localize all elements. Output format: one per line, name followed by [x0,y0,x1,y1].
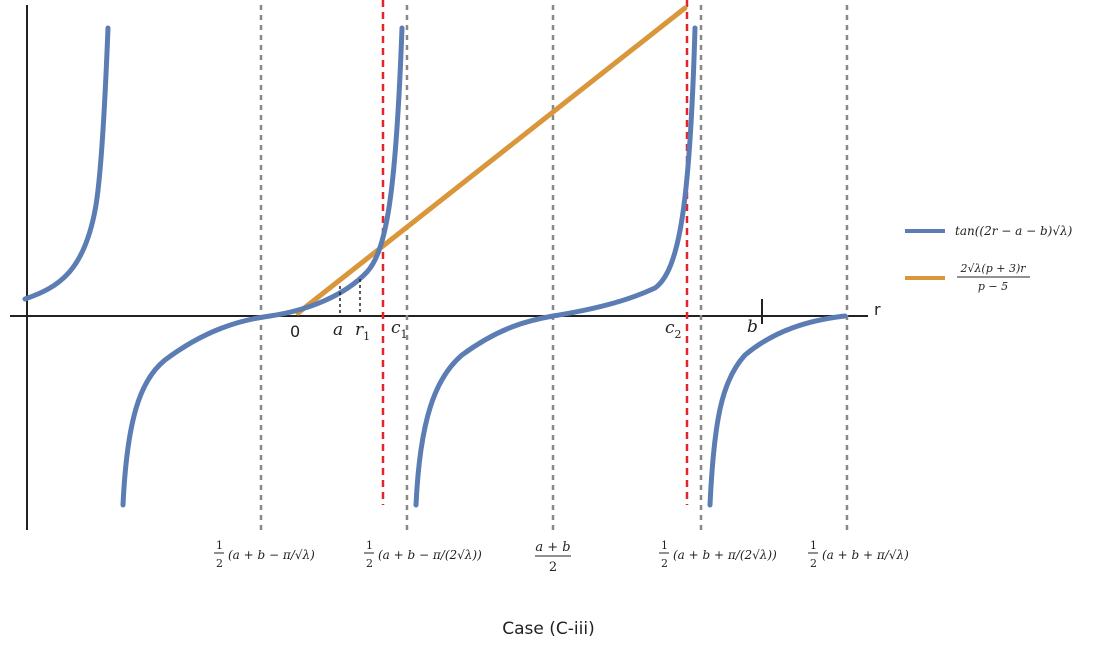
svg-text:2: 2 [366,557,373,570]
tick-label-minus-half-pi: 1 2 (a + b − π/(2√λ)) [364,539,482,570]
legend-label-blue: tan((2r − a − b)√λ) [955,224,1073,238]
label-zero: 0 [290,322,300,341]
figure-caption: Case (C-iii) [502,619,595,639]
svg-text:(a + b + π/(2√λ)): (a + b + π/(2√λ)) [673,548,777,562]
legend-label-orange-den: p − 5 [978,280,1008,293]
tan-branch-3 [413,25,698,508]
svg-text:1: 1 [661,539,668,552]
tick-label-plus-half-pi: 1 2 (a + b + π/(2√λ)) [659,539,777,570]
tan-branch-4 [707,313,848,508]
label-c1-sub: 1 [401,328,408,341]
svg-text:2: 2 [216,557,223,570]
tick-label-center: a + b 2 [535,540,571,575]
svg-text:1: 1 [216,539,223,552]
svg-text:2: 2 [661,557,668,570]
svg-text:2: 2 [549,560,557,575]
tick-label-minus-pi: 1 2 (a + b − π/√λ) [214,539,315,570]
tick-label-plus-pi: 1 2 (a + b + π/√λ) [808,539,909,570]
label-c1: c1 [391,318,408,341]
svg-text:(a + b − π/(2√λ)): (a + b − π/(2√λ)) [378,548,482,562]
x-axis-label: r [874,300,881,319]
svg-text:a + b: a + b [535,540,570,555]
label-b: b [747,317,758,337]
label-c2: c2 [665,318,682,341]
svg-text:(a + b − π/√λ): (a + b − π/√λ) [228,548,315,562]
label-r1: r1 [355,320,370,343]
tan-branch-1 [22,25,111,302]
label-c2-sub: 2 [675,328,682,341]
label-r1-sub: 1 [363,330,370,343]
legend-label-orange-num: 2√λ(p + 3)r [959,262,1026,275]
tan-branch-2 [120,25,405,508]
svg-text:1: 1 [810,539,817,552]
legend: tan((2r − a − b)√λ) 2√λ(p + 3)r p − 5 [905,224,1073,293]
svg-text:2: 2 [810,557,817,570]
label-a: a [333,320,343,340]
svg-text:(a + b + π/√λ): (a + b + π/√λ) [822,548,909,562]
svg-text:1: 1 [366,539,373,552]
orange-line-series [295,5,688,316]
